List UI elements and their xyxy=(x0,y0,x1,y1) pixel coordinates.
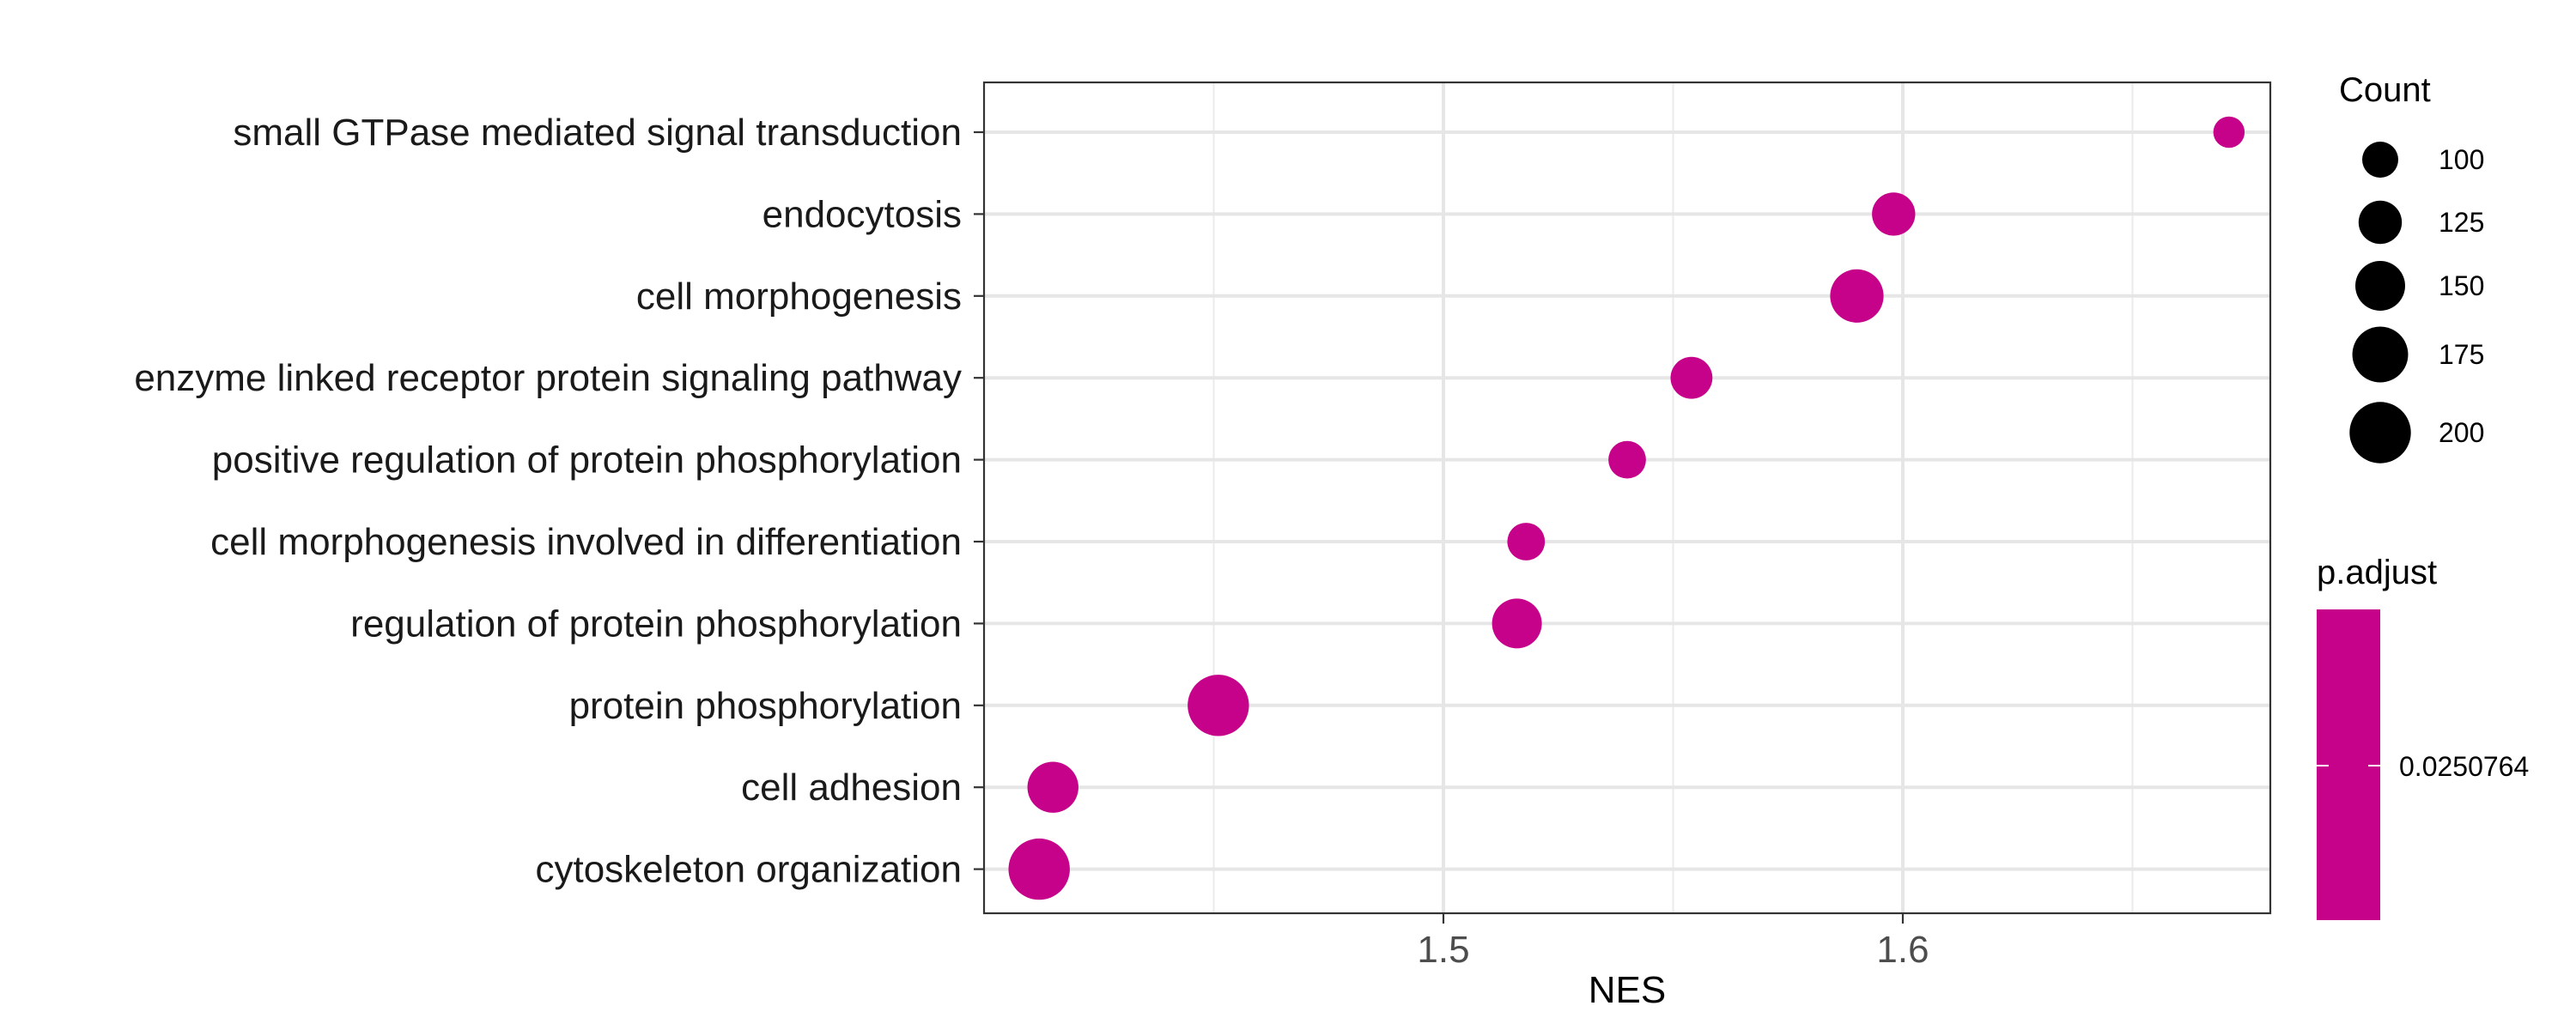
data-point xyxy=(2213,116,2245,148)
size-legend-label: 150 xyxy=(2439,270,2484,301)
y-tick-label: positive regulation of protein phosphory… xyxy=(212,439,962,482)
data-point xyxy=(1830,269,1884,323)
size-legend-title: Count xyxy=(2339,71,2431,109)
y-tick-label: regulation of protein phosphorylation xyxy=(350,603,962,645)
y-tick-label: cell morphogenesis xyxy=(636,276,962,318)
data-point xyxy=(1670,356,1713,399)
size-legend-key xyxy=(2358,200,2403,245)
size-legend-key xyxy=(2352,326,2409,383)
y-tick-label: cytoskeleton organization xyxy=(535,849,962,891)
data-point xyxy=(1608,440,1646,479)
size-legend-label: 100 xyxy=(2439,144,2484,175)
points-layer xyxy=(1008,116,2245,900)
data-point xyxy=(1872,192,1916,236)
size-legend-label: 125 xyxy=(2439,207,2484,238)
y-tick-label: cell morphogenesis involved in different… xyxy=(210,521,962,563)
panel-border xyxy=(982,81,2272,915)
data-point xyxy=(1188,675,1249,736)
grid-layer xyxy=(984,82,2270,913)
y-tick-label: endocytosis xyxy=(762,193,962,235)
data-point xyxy=(1507,523,1546,560)
color-legend-title: p.adjust xyxy=(2317,554,2437,591)
y-tick-label: cell adhesion xyxy=(741,766,962,809)
data-point xyxy=(1008,838,1070,900)
size-legend-label: 200 xyxy=(2439,417,2484,448)
y-tick-label: small GTPase mediated signal transductio… xyxy=(233,112,962,154)
size-legend-key xyxy=(2355,261,2405,311)
y-tick-label: protein phosphorylation xyxy=(569,685,962,727)
legend-layer: Count 100 125 150 175 200 p.adjust 0.0250764 xyxy=(2317,71,2529,920)
data-point xyxy=(1027,761,1078,813)
axis-layer: small GTPase mediated signal transductio… xyxy=(134,112,1929,971)
color-legend-label: 0.0250764 xyxy=(2399,751,2529,782)
x-axis-title: NES xyxy=(1589,969,1666,1011)
y-tick-label: enzyme linked receptor protein signaling… xyxy=(134,357,962,399)
data-point xyxy=(1492,598,1542,649)
size-legend-label: 175 xyxy=(2439,339,2484,370)
x-tick-label: 1.5 xyxy=(1417,929,1469,971)
size-legend-key xyxy=(2362,142,2398,178)
size-legend-key xyxy=(2349,402,2411,464)
x-tick-label: 1.6 xyxy=(1876,929,1929,971)
